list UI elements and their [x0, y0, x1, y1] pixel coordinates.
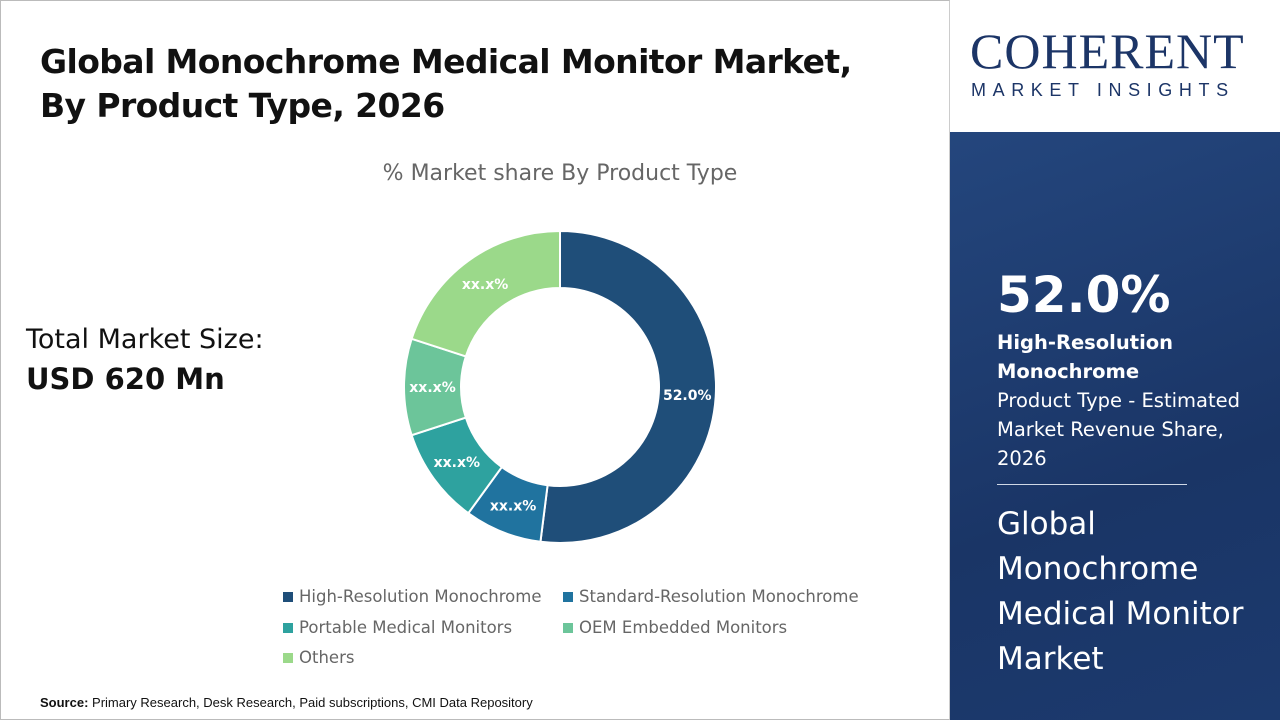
- legend-item: Others: [283, 648, 354, 668]
- highlight-percent: 52.0%: [997, 266, 1171, 324]
- logo: COHERENT MARKET INSIGHTS: [950, 0, 1280, 132]
- source-label: Source:: [40, 695, 89, 710]
- divider: [997, 484, 1187, 485]
- highlight-panel: 52.0% High-Resolution Monochrome Product …: [950, 132, 1280, 720]
- total-market-label: Total Market Size:: [26, 324, 264, 355]
- logo-sub: MARKET INSIGHTS: [971, 80, 1235, 100]
- highlight-description: High-Resolution Monochrome Product Type -…: [997, 328, 1257, 473]
- data-label-3: xx.x%: [409, 380, 455, 396]
- legend-label: Others: [299, 648, 355, 667]
- legend-label: Portable Medical Monitors: [299, 618, 513, 637]
- legend-item: High-Resolution Monochrome: [283, 587, 542, 607]
- legend-item: Standard-Resolution Monochrome: [563, 587, 859, 607]
- legend-item: Portable Medical Monitors: [283, 618, 512, 638]
- chart-title: % Market share By Product Type: [382, 161, 738, 186]
- legend-label: High-Resolution Monochrome: [299, 587, 542, 606]
- legend-label: OEM Embedded Monitors: [579, 618, 788, 637]
- source-note: Source: Primary Research, Desk Research,…: [40, 695, 533, 711]
- total-market-value: USD 620 Mn: [26, 362, 225, 396]
- donut-slice-0: [539, 229, 717, 544]
- data-label-1: xx.x%: [490, 499, 536, 515]
- legend-swatch: [283, 623, 293, 633]
- title-line-1: Global Monochrome Medical Monitor Market…: [40, 42, 852, 81]
- legend-swatch: [563, 592, 573, 602]
- data-label-4: xx.x%: [462, 277, 508, 293]
- title-line-2: By Product Type, 2026: [40, 85, 445, 125]
- market-name: Global Monochrome Medical Monitor Market: [997, 506, 1244, 677]
- source-text: Primary Research, Desk Research, Paid su…: [88, 695, 533, 710]
- legend-swatch: [563, 623, 573, 633]
- data-label-0: 52.0%: [663, 388, 712, 404]
- highlight-desc-text: Product Type - Estimated Market Revenue …: [997, 389, 1240, 470]
- legend-item: OEM Embedded Monitors: [563, 618, 787, 638]
- legend-swatch: [283, 653, 293, 663]
- legend-label: Standard-Resolution Monochrome: [579, 587, 859, 606]
- logo-main: COHERENT: [970, 23, 1245, 79]
- donut-chart: 52.0% xx.x% xx.x% xx.x% xx.x%: [403, 229, 717, 544]
- page-title: Global Monochrome Medical Monitor Market…: [40, 40, 852, 127]
- legend-swatch: [283, 592, 293, 602]
- data-label-2: xx.x%: [434, 455, 480, 471]
- donut-slice-4: [410, 229, 561, 358]
- highlight-segment: High-Resolution Monochrome: [997, 331, 1174, 383]
